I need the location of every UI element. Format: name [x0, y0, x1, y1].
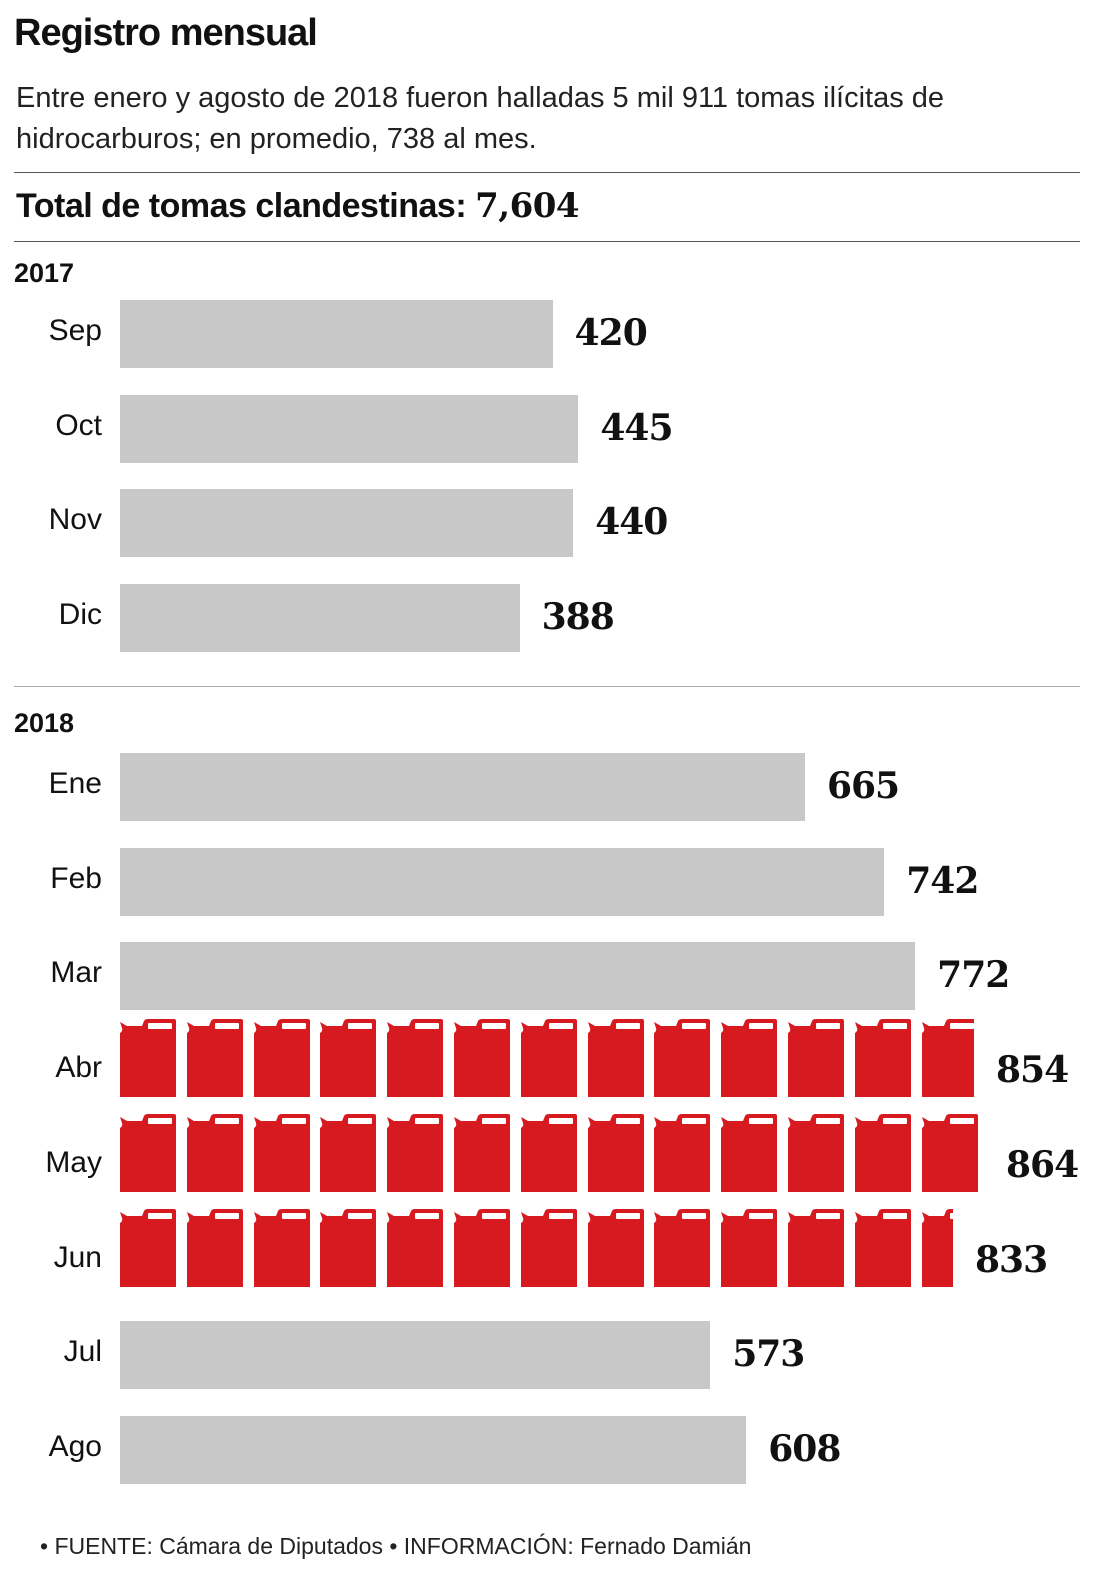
jerrycan-icon	[454, 1113, 510, 1192]
jerrycan-icon	[587, 1208, 644, 1287]
jerrycan-icon	[253, 1113, 310, 1192]
jerrycan-icon	[721, 1208, 778, 1287]
chart-subtitle: Entre enero y agosto de 2018 fueron hall…	[16, 82, 945, 155]
bar	[120, 394, 579, 463]
jerrycan-icon	[654, 1208, 711, 1287]
value-label: 420	[574, 312, 648, 354]
value-label: 864	[1006, 1143, 1079, 1186]
category-label: Nov	[48, 503, 102, 536]
category-label: Dic	[58, 597, 102, 631]
jerrycan-icon	[186, 1208, 243, 1287]
category-label: Ago	[48, 1429, 102, 1463]
bar	[120, 583, 520, 652]
jerrycan-icon	[654, 1019, 711, 1098]
value-label: 833	[975, 1238, 1048, 1281]
value-label: 608	[768, 1427, 841, 1470]
jerrycan-icon	[120, 1113, 176, 1192]
chart-title: Registro mensual	[14, 12, 318, 54]
jerrycan-icon	[387, 1019, 444, 1098]
jerrycan-icon	[253, 1019, 310, 1098]
divider	[14, 241, 1080, 242]
jerrycan-icon	[520, 1019, 577, 1098]
category-label: Oct	[55, 408, 102, 442]
jerrycan-icon	[253, 1208, 310, 1287]
total-value: 7,604	[475, 186, 580, 226]
jerrycan-icon	[721, 1019, 778, 1098]
jerrycan-icon	[587, 1113, 644, 1192]
jerrycan-icon	[454, 1019, 510, 1098]
jerrycan-icon	[387, 1113, 444, 1192]
jerrycan-icon	[186, 1113, 243, 1192]
category-label: Feb	[50, 861, 102, 895]
bar	[120, 847, 885, 916]
jerrycan-icon	[520, 1208, 577, 1287]
jerrycan-icon	[120, 1208, 176, 1287]
bar	[120, 1415, 747, 1484]
divider	[14, 686, 1080, 687]
jerrycan-icon	[921, 1113, 978, 1192]
value-label: 440	[595, 501, 668, 543]
jerrycan-icon	[854, 1019, 911, 1098]
bar	[120, 489, 574, 557]
jerrycan-icon	[120, 1019, 176, 1098]
value-label: 742	[906, 859, 979, 902]
value-label: 573	[732, 1333, 805, 1376]
category-label: Ene	[48, 767, 102, 800]
icon-bar	[120, 1019, 974, 1098]
jerrycan-icon	[654, 1113, 711, 1192]
jerrycan-icon	[788, 1208, 844, 1287]
jerrycan-icon	[387, 1208, 444, 1287]
total-label: Total de tomas clandestinas:	[16, 187, 467, 225]
divider	[14, 172, 1080, 173]
category-label: Sep	[48, 314, 102, 347]
jerrycan-icon	[921, 1019, 974, 1098]
value-label: 665	[826, 765, 900, 807]
category-label: Abr	[55, 1051, 102, 1085]
jerrycan-icon	[721, 1113, 778, 1192]
bar	[120, 942, 916, 1011]
value-label: 854	[996, 1049, 1069, 1092]
value-label: 772	[937, 954, 1010, 997]
jerrycan-icon	[921, 1208, 953, 1287]
bar	[120, 753, 805, 821]
bar	[120, 300, 553, 368]
jerrycan-icon	[854, 1208, 911, 1287]
year-label: 2018	[14, 708, 75, 738]
category-label: Mar	[50, 956, 102, 990]
jerrycan-icon	[320, 1208, 377, 1287]
value-label: 388	[541, 595, 615, 638]
category-label: Jul	[63, 1335, 102, 1369]
icon-bar	[120, 1208, 953, 1287]
bar	[120, 1321, 711, 1390]
value-label: 445	[600, 406, 673, 449]
source-footer: • FUENTE: Cámara de Diputados • INFORMAC…	[40, 1533, 752, 1559]
jerrycan-icon	[854, 1113, 911, 1192]
total-line: Total de tomas clandestinas: 7,604	[16, 186, 580, 226]
icon-bar	[120, 1113, 986, 1192]
jerrycan-icon	[788, 1019, 844, 1098]
jerrycan-icon	[186, 1019, 243, 1098]
jerrycan-icon	[454, 1208, 510, 1287]
jerrycan-icon	[587, 1019, 644, 1098]
category-label: May	[45, 1145, 102, 1179]
jerrycan-icon	[788, 1113, 844, 1192]
jerrycan-icon	[520, 1113, 577, 1192]
year-label: 2017	[14, 258, 75, 288]
jerrycan-icon	[320, 1113, 377, 1192]
jerrycan-icon	[320, 1019, 377, 1098]
category-label: Jun	[53, 1240, 102, 1274]
